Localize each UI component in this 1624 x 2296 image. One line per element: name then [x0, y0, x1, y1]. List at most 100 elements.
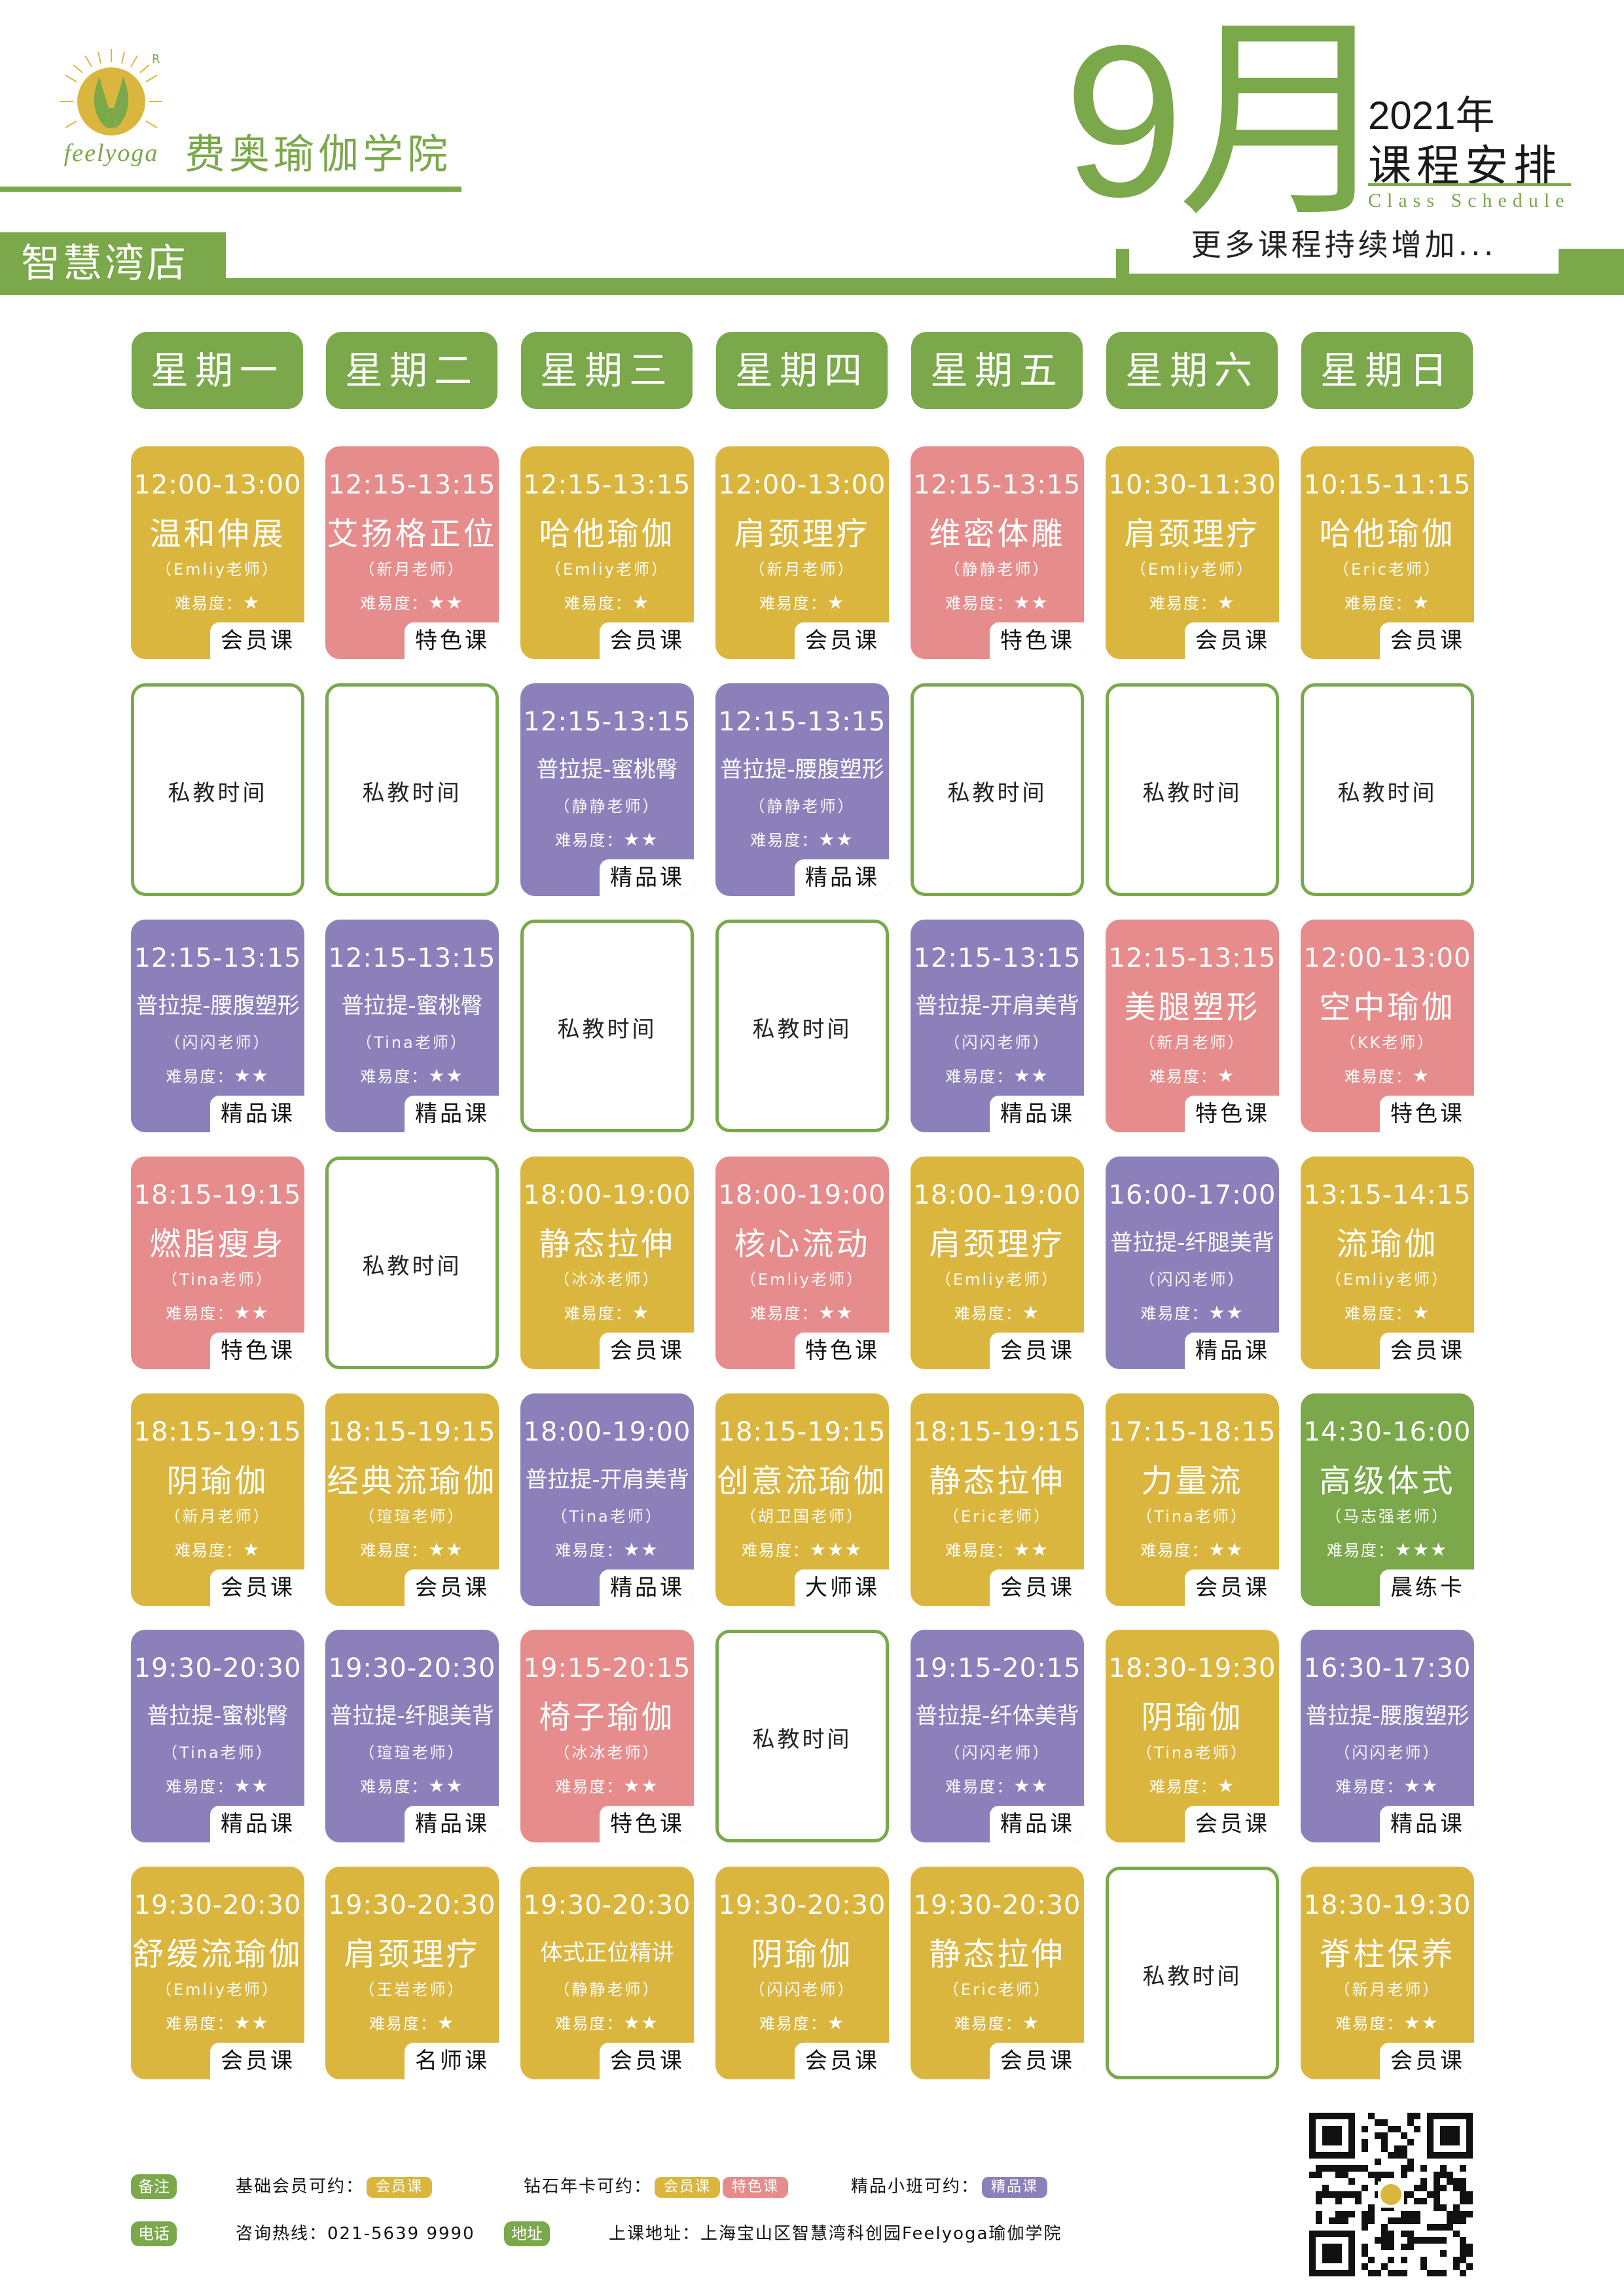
class-cell[interactable]: 19:30-20:30 静态拉伸 （Eric老师） 难易度：★ 会员课 [911, 1867, 1084, 2079]
class-cell[interactable]: 18:15-19:15 创意流瑜伽 （胡卫国老师） 难易度：★★★ 大师课 [715, 1393, 889, 1606]
qr-code-icon[interactable] [1309, 2113, 1473, 2276]
private-session-cell[interactable]: 私教时间 [1301, 683, 1474, 896]
private-session-label: 私教时间 [362, 1253, 462, 1280]
class-time: 12:15-13:15 [913, 470, 1081, 500]
class-difficulty: 难易度：★ [715, 2011, 889, 2034]
class-cell[interactable]: 12:00-13:00 肩颈理疗 （新月老师） 难易度：★ 会员课 [715, 446, 889, 659]
class-type-badge: 精品课 [210, 1806, 304, 1842]
class-cell[interactable]: 19:30-20:30 肩颈理疗 （王岩老师） 难易度：★ 名师课 [325, 1867, 499, 2079]
difficulty-stars-icon: ★★ [623, 1539, 659, 1560]
class-cell[interactable]: 19:30-20:30 普拉提-蜜桃臀 （Tina老师） 难易度：★★ 精品课 [131, 1630, 304, 1842]
class-cell[interactable]: 13:15-14:15 流瑜伽 （Emliy老师） 难易度：★ 会员课 [1301, 1157, 1474, 1369]
private-session-cell[interactable]: 私教时间 [520, 920, 694, 1132]
private-session-label: 私教时间 [752, 1016, 852, 1043]
difficulty-stars-icon: ★★ [234, 2012, 270, 2034]
difficulty-stars-icon: ★★ [234, 1302, 270, 1323]
class-time: 12:15-13:15 [328, 470, 496, 500]
class-cell[interactable]: 12:00-13:00 温和伸展 （Emliy老师） 难易度：★ 会员课 [131, 446, 304, 659]
class-cell[interactable]: 12:00-13:00 空中瑜伽 （KK老师） 难易度：★ 特色课 [1301, 920, 1474, 1132]
schedule-title: 课程安排 [1368, 141, 1562, 191]
class-cell[interactable]: 12:15-13:15 普拉提-蜜桃臀 （静静老师） 难易度：★★ 精品课 [520, 683, 694, 896]
difficulty-stars-icon: ★ [827, 2012, 846, 2034]
class-cell[interactable]: 19:30-20:30 普拉提-纤腿美背 （瑄瑄老师） 难易度：★★ 精品课 [325, 1630, 499, 1842]
class-cell[interactable]: 18:00-19:00 肩颈理疗 （Emliy老师） 难易度：★ 会员课 [911, 1157, 1084, 1369]
class-cell[interactable]: 12:15-13:15 艾扬格正位 （新月老师） 难易度：★★ 特色课 [325, 446, 499, 659]
difficulty-stars-icon: ★★ [1013, 1539, 1049, 1560]
class-title: 普拉提-开肩美背 [915, 993, 1079, 1019]
address-tag: 地址 [504, 2221, 550, 2246]
difficulty-label: 难易度： [741, 1541, 810, 1560]
class-title: 空中瑜伽 [1319, 989, 1456, 1026]
class-difficulty: 难易度：★★ [325, 590, 499, 613]
class-difficulty: 难易度：★★ [1106, 1537, 1279, 1560]
private-session-cell[interactable]: 私教时间 [131, 683, 304, 896]
class-teacher: （闪闪老师） [164, 1033, 271, 1052]
class-title: 肩颈理疗 [344, 1936, 480, 1973]
class-cell[interactable]: 19:30-20:30 阴瑜伽 （闪闪老师） 难易度：★ 会员课 [715, 1867, 889, 2079]
class-title: 普拉提-纤体美背 [915, 1703, 1079, 1729]
difficulty-label: 难易度： [1140, 1304, 1209, 1323]
difficulty-label: 难易度： [360, 594, 429, 613]
logo-text: feelyoga [63, 139, 159, 167]
class-cell[interactable]: 17:15-18:15 力量流 （Tina老师） 难易度：★★ 会员课 [1106, 1393, 1279, 1606]
difficulty-stars-icon: ★★★ [809, 1539, 863, 1560]
class-cell[interactable]: 12:15-13:15 美腿塑形 （新月老师） 难易度：★ 特色课 [1106, 920, 1279, 1132]
difficulty-label: 难易度： [166, 1778, 234, 1796]
diamond-member-note: 钻石年卡可约： 会员课 特色课 [524, 2174, 789, 2199]
class-cell[interactable]: 18:30-19:30 阴瑜伽 （Tina老师） 难易度：★ 会员课 [1106, 1630, 1279, 1842]
difficulty-label: 难易度： [555, 2015, 624, 2033]
class-cell[interactable]: 12:15-13:15 普拉提-蜜桃臀 （Tina老师） 难易度：★★ 精品课 [325, 920, 499, 1132]
class-cell[interactable]: 14:30-16:00 高级体式 （马志强老师） 难易度：★★★ 晨练卡 [1301, 1393, 1474, 1606]
class-cell[interactable]: 12:15-13:15 哈他瑜伽 （Emliy老师） 难易度：★ 会员课 [520, 446, 694, 659]
class-cell[interactable]: 19:15-20:15 椅子瑜伽 （冰冰老师） 难易度：★★ 特色课 [520, 1630, 694, 1842]
title-underline [1368, 183, 1571, 186]
class-cell[interactable]: 16:30-17:30 普拉提-腰腹塑形 （闪闪老师） 难易度：★★ 精品课 [1301, 1630, 1474, 1842]
private-session-cell[interactable]: 私教时间 [1106, 1867, 1279, 2079]
class-cell[interactable]: 18:00-19:00 普拉提-开肩美背 （Tina老师） 难易度：★★ 精品课 [520, 1393, 694, 1606]
class-type-badge: 精品课 [990, 1806, 1084, 1842]
class-cell[interactable]: 19:30-20:30 舒缓流瑜伽 （Emliy老师） 难易度：★★ 会员课 [131, 1867, 304, 2079]
class-cell[interactable]: 19:30-20:30 体式正位精讲 （静静老师） 难易度：★★ 会员课 [520, 1867, 694, 2079]
class-cell[interactable]: 18:15-19:15 静态拉伸 （Eric老师） 难易度：★★ 会员课 [911, 1393, 1084, 1606]
class-teacher: （新月老师） [749, 560, 856, 579]
class-cell[interactable]: 18:30-19:30 脊柱保养 （新月老师） 难易度：★★ 会员课 [1301, 1867, 1474, 2079]
difficulty-label: 难易度： [564, 594, 632, 613]
class-difficulty: 难易度：★ [715, 590, 889, 613]
class-cell[interactable]: 12:15-13:15 普拉提-腰腹塑形 （静静老师） 难易度：★★ 精品课 [715, 683, 889, 896]
class-title: 肩颈理疗 [929, 1226, 1066, 1263]
class-cell[interactable]: 10:15-11:15 哈他瑜伽 （Eric老师） 难易度：★ 会员课 [1301, 446, 1474, 659]
class-teacher: （Tina老师） [356, 1033, 468, 1052]
class-cell[interactable]: 18:00-19:00 静态拉伸 （冰冰老师） 难易度：★ 会员课 [520, 1157, 694, 1369]
class-teacher: （Tina老师） [1136, 1507, 1248, 1526]
class-cell[interactable]: 18:15-19:15 阴瑜伽 （新月老师） 难易度：★ 会员课 [131, 1393, 304, 1606]
class-cell[interactable]: 19:15-20:15 普拉提-纤体美背 （闪闪老师） 难易度：★★ 精品课 [911, 1630, 1084, 1842]
difficulty-stars-icon: ★ [1022, 1302, 1041, 1323]
class-type-badge: 特色课 [1380, 1096, 1474, 1132]
class-time: 18:30-19:30 [1108, 1653, 1276, 1683]
class-cell[interactable]: 18:15-19:15 燃脂瘦身 （Tina老师） 难易度：★★ 特色课 [131, 1157, 304, 1369]
private-session-cell[interactable]: 私教时间 [1106, 683, 1279, 896]
class-cell[interactable]: 18:00-19:00 核心流动 （Emliy老师） 难易度：★★ 特色课 [715, 1157, 889, 1369]
difficulty-label: 难易度： [1335, 2015, 1404, 2033]
class-teacher: （静静老师） [554, 1981, 660, 1999]
difficulty-stars-icon: ★★ [1208, 1539, 1244, 1560]
class-cell[interactable]: 16:00-17:00 普拉提-纤腿美背 （闪闪老师） 难易度：★★ 精品课 [1106, 1157, 1279, 1369]
class-difficulty: 难易度：★ [1106, 590, 1279, 613]
difficulty-stars-icon: ★★ [1403, 1775, 1439, 1797]
private-session-cell[interactable]: 私教时间 [325, 683, 499, 896]
class-cell[interactable]: 18:15-19:15 经典流瑜伽 （瑄瑄老师） 难易度：★★ 会员课 [325, 1393, 499, 1606]
private-session-cell[interactable]: 私教时间 [325, 1157, 499, 1369]
private-session-cell[interactable]: 私教时间 [911, 683, 1084, 896]
difficulty-stars-icon: ★★ [1013, 1775, 1049, 1797]
private-session-cell[interactable]: 私教时间 [715, 1630, 889, 1842]
class-cell[interactable]: 12:15-13:15 普拉提-开肩美背 （闪闪老师） 难易度：★★ 精品课 [911, 920, 1084, 1132]
class-cell[interactable]: 10:30-11:30 肩颈理疗 （Emliy老师） 难易度：★ 会员课 [1106, 446, 1279, 659]
class-teacher: （Tina老师） [1136, 1744, 1248, 1762]
class-cell[interactable]: 12:15-13:15 维密体雕 （静静老师） 难易度：★★ 特色课 [911, 446, 1084, 659]
class-title: 艾扬格正位 [327, 516, 497, 552]
class-time: 10:30-11:30 [1108, 470, 1276, 500]
class-time: 12:15-13:15 [328, 943, 496, 973]
class-cell[interactable]: 12:15-13:15 普拉提-腰腹塑形 （闪闪老师） 难易度：★★ 精品课 [131, 920, 304, 1132]
private-session-cell[interactable]: 私教时间 [715, 920, 889, 1132]
basic-label: 基础会员可约： [236, 2177, 365, 2197]
